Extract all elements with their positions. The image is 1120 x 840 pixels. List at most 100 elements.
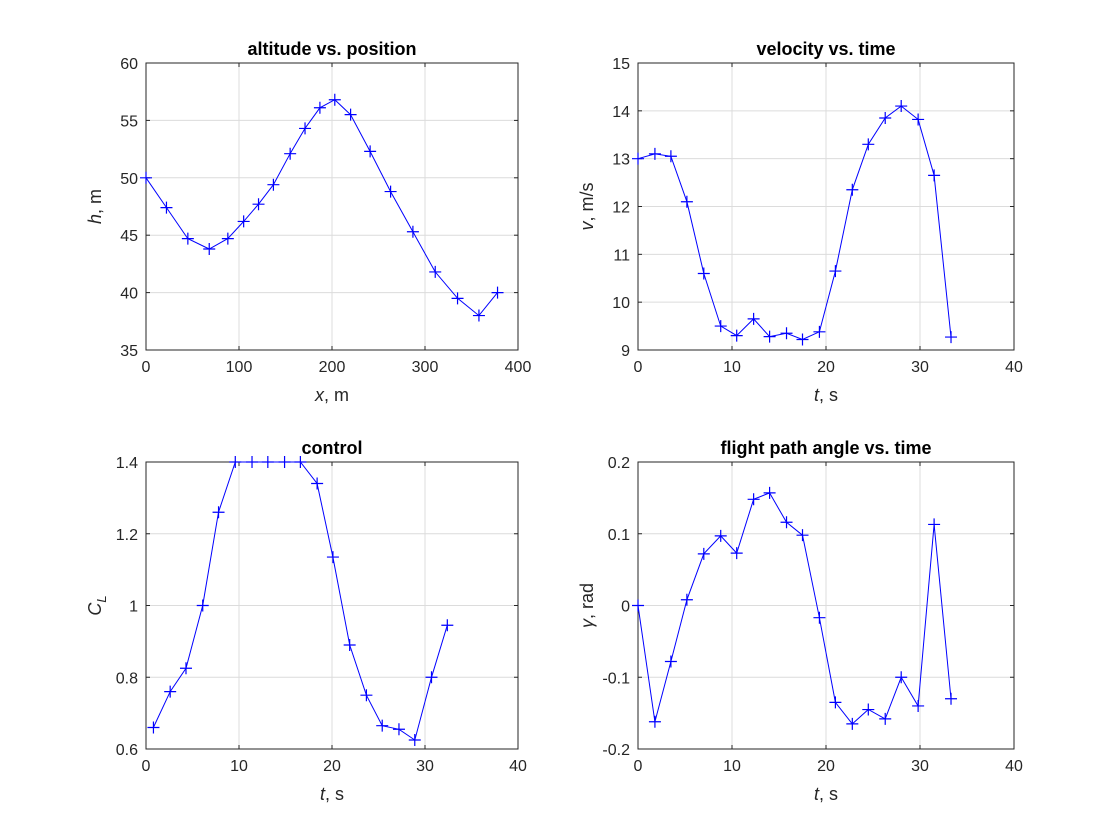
gamma-xtick-label-3: 30: [911, 758, 929, 775]
control-point-9: [294, 456, 307, 468]
control-xtick-label-1: 10: [230, 758, 248, 775]
altitude-point-8: [284, 147, 297, 160]
gamma-ylabel: γ, rad: [577, 583, 597, 628]
gamma-point-14: [862, 703, 875, 716]
altitude-ytick-label-5: 60: [120, 56, 138, 73]
velocity-point-16: [895, 100, 908, 113]
altitude-title: altitude vs. position: [247, 39, 416, 59]
velocity-xtick-label-3: 30: [911, 359, 929, 376]
altitude-point-17: [451, 292, 464, 305]
control-ytick-label-4: 1.4: [116, 455, 138, 472]
altitude-ytick-label-2: 45: [120, 228, 138, 245]
velocity-xtick-label-4: 40: [1005, 359, 1023, 376]
altitude-point-6: [252, 198, 265, 211]
velocity-ylabel: v, m/s: [577, 183, 597, 231]
altitude-point-0: [140, 171, 152, 184]
gamma-xlabel: t, s: [814, 784, 838, 804]
gamma-point-13: [846, 717, 859, 730]
velocity-xlabel: t, s: [814, 385, 838, 405]
control-point-8: [278, 456, 291, 468]
altitude-point-5: [237, 215, 250, 228]
altitude-point-3: [203, 242, 216, 255]
altitude-point-4: [221, 232, 234, 245]
velocity-ytick-label-4: 13: [612, 152, 630, 169]
altitude-point-14: [384, 185, 397, 198]
control-point-2: [179, 662, 192, 675]
velocity-xtick-label-2: 20: [817, 359, 835, 376]
altitude-series-line: [145, 99, 498, 317]
control-ytick-label-3: 1.2: [116, 527, 138, 544]
altitude-point-12: [344, 108, 357, 121]
gamma-ytick-label-1: -0.1: [602, 670, 630, 687]
altitude-point-18: [472, 309, 485, 322]
gamma-xtick-label-1: 10: [723, 758, 741, 775]
altitude-point-16: [429, 265, 442, 278]
altitude-xtick-label-3: 300: [412, 359, 439, 376]
control-point-1: [164, 685, 177, 698]
gamma-ytick-label-0: -0.2: [602, 742, 630, 759]
control-point-10: [311, 477, 324, 490]
velocity-xtick-label-0: 0: [634, 359, 643, 376]
altitude-point-11: [328, 93, 341, 106]
gamma-point-4: [697, 547, 710, 560]
velocity-ytick-label-0: 9: [621, 343, 630, 360]
altitude-xtick-label-1: 100: [226, 359, 253, 376]
control-xtick-label-4: 40: [509, 758, 527, 775]
velocity-point-3: [680, 195, 693, 208]
control-point-5: [229, 456, 242, 468]
velocity-point-1: [648, 147, 661, 160]
velocity-point-12: [829, 265, 842, 278]
gamma-point-8: [763, 486, 776, 499]
altitude-xtick-label-0: 0: [142, 359, 151, 376]
gamma-point-5: [714, 529, 727, 542]
subplot-gamma: 0 10 20 30 40 -0.2 -0.1 0 0.1 0.2 flight path angl…: [577, 438, 1023, 804]
control-point-16: [408, 734, 421, 747]
gamma-point-3: [680, 593, 693, 606]
velocity-point-4: [697, 267, 710, 280]
control-point-13: [360, 689, 373, 702]
altitude-point-19: [491, 286, 504, 299]
gamma-title: flight path angle vs. time: [720, 438, 931, 458]
velocity-point-19: [945, 331, 958, 344]
gamma-xtick-label-2: 20: [817, 758, 835, 775]
gamma-xtick-label-4: 40: [1005, 758, 1023, 775]
altitude-xlabel: x, m: [314, 385, 349, 405]
velocity-point-2: [664, 150, 677, 163]
control-point-3: [196, 599, 209, 612]
velocity-xtick-label-1: 10: [723, 359, 741, 376]
altitude-point-13: [364, 145, 377, 158]
velocity-ytick-label-2: 11: [613, 247, 630, 264]
altitude-point-9: [299, 122, 312, 135]
altitude-xtick-label-4: 400: [505, 359, 532, 376]
velocity-point-9: [780, 327, 793, 340]
velocity-title: velocity vs. time: [756, 39, 895, 59]
altitude-point-1: [160, 201, 173, 214]
gamma-point-16: [895, 671, 908, 684]
velocity-point-7: [747, 312, 760, 325]
altitude-point-7: [267, 178, 280, 191]
control-title: control: [302, 438, 363, 458]
velocity-ytick-label-1: 10: [612, 295, 630, 312]
control-point-11: [326, 551, 339, 564]
velocity-ytick-label-3: 12: [612, 200, 630, 217]
control-point-14: [376, 719, 389, 732]
gamma-point-0: [632, 599, 644, 612]
altitude-ytick-label-4: 55: [120, 113, 138, 130]
gamma-point-18: [928, 518, 941, 531]
altitude-ylabel: h, m: [85, 189, 105, 224]
control-ytick-label-0: 0.6: [116, 742, 138, 759]
gamma-point-2: [664, 655, 677, 668]
control-point-12: [343, 638, 356, 651]
control-xtick-label-0: 0: [142, 758, 151, 775]
gamma-ytick-label-4: 0.2: [608, 455, 630, 472]
altitude-ytick-label-3: 50: [120, 171, 138, 188]
subplot-altitude: 0 100 200 300 400 35 40 45 50 55 60 altitude vs. po…: [85, 39, 531, 405]
gamma-point-1: [648, 715, 661, 728]
velocity-point-14: [862, 138, 875, 151]
gamma-ytick-label-3: 0.1: [608, 527, 630, 544]
control-ytick-label-1: 0.8: [116, 670, 138, 687]
altitude-xtick-label-2: 200: [319, 359, 346, 376]
control-point-4: [212, 506, 225, 519]
control-point-7: [261, 456, 274, 468]
